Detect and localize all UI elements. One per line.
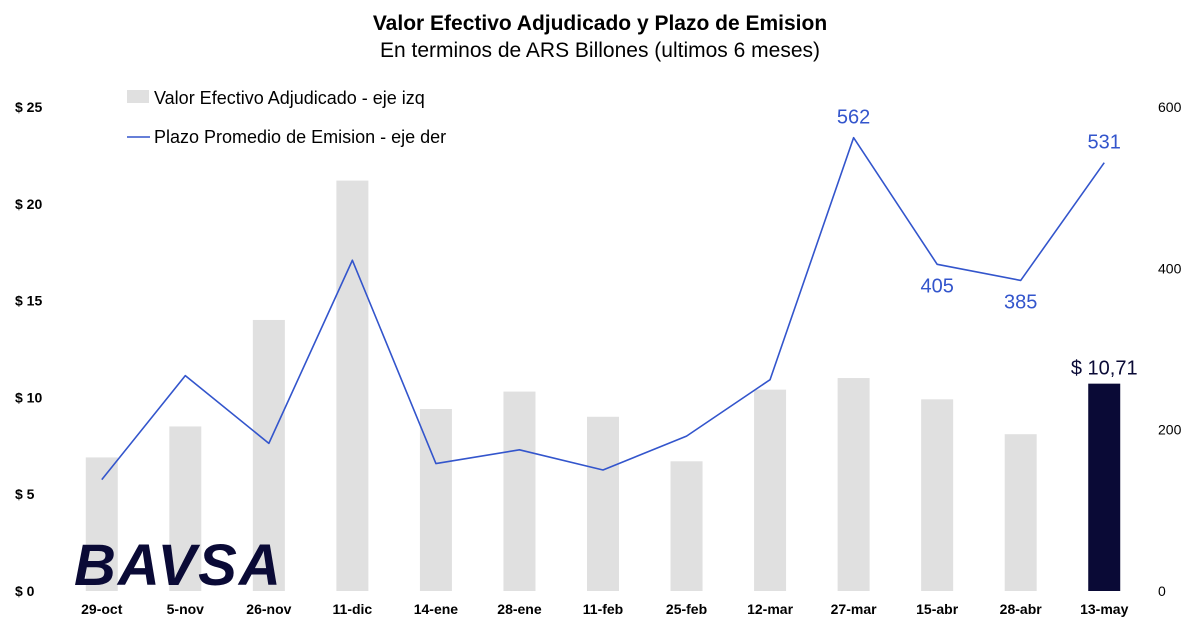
bar-15-abr	[921, 399, 954, 591]
data-labels: 562 405 385 531 $ 10,71	[837, 107, 1138, 380]
logo-text: BAVSA	[74, 533, 283, 598]
left-tick-label: $ 20	[15, 196, 42, 212]
bavsa-logo: BAVSA	[74, 533, 283, 598]
right-axis: 0 200 400 600	[1158, 99, 1182, 599]
x-axis: 29-oct 5-nov 26-nov 11-dic 14-ene 28-ene 11-fe…	[81, 601, 1128, 617]
bar-26-nov	[252, 319, 285, 591]
x-tick-label: 29-oct	[81, 601, 123, 617]
left-tick-label: $ 25	[15, 99, 42, 115]
bar-11-dic	[336, 180, 369, 591]
bar-28-ene	[503, 391, 536, 591]
line-plazo-promedio	[101, 136, 1105, 481]
right-tick-label: 200	[1158, 422, 1182, 438]
left-axis: $ 0 $ 5 $ 10 $ 15 $ 20 $ 25	[15, 99, 42, 599]
right-tick-label: 600	[1158, 99, 1182, 115]
bar-27-mar	[837, 378, 870, 591]
bar-13-may	[1088, 383, 1121, 591]
x-tick-label: 15-abr	[916, 601, 959, 617]
line-series	[101, 136, 1105, 481]
chart-subtitle: En terminos de ARS Billones (ultimos 6 m…	[380, 39, 820, 62]
x-tick-label: 27-mar	[831, 601, 877, 617]
x-tick-label: 26-nov	[246, 601, 291, 617]
x-tick-label: 28-ene	[497, 601, 542, 617]
bar-28-abr	[1004, 434, 1037, 591]
x-tick-label: 28-abr	[1000, 601, 1043, 617]
legend-line-label: Plazo Promedio de Emision - eje der	[154, 127, 446, 147]
bar-series	[85, 180, 1121, 591]
x-tick-label: 14-ene	[414, 601, 459, 617]
x-tick-label: 25-feb	[666, 601, 707, 617]
line-point-label: 531	[1088, 132, 1121, 154]
legend: Valor Efectivo Adjudicado - eje izq Plaz…	[127, 88, 446, 147]
x-tick-label: 12-mar	[747, 601, 793, 617]
chart-title: Valor Efectivo Adjudicado y Plazo de Emi…	[373, 12, 827, 35]
line-point-label: 405	[920, 275, 953, 297]
x-tick-label: 11-dic	[333, 601, 373, 617]
x-tick-label: 13-may	[1080, 601, 1128, 617]
right-tick-label: 400	[1158, 260, 1182, 276]
left-tick-label: $ 10	[15, 389, 42, 405]
bar-11-feb	[587, 416, 619, 591]
legend-bar-label: Valor Efectivo Adjudicado - eje izq	[154, 88, 425, 108]
bar-25-feb	[670, 461, 703, 591]
line-point-label: 562	[837, 107, 870, 129]
line-point-label: 385	[1004, 291, 1037, 313]
legend-bar-swatch	[127, 90, 149, 103]
left-tick-label: $ 0	[15, 583, 35, 599]
left-tick-label: $ 5	[15, 486, 35, 502]
bar-value-label: $ 10,71	[1071, 358, 1138, 380]
right-tick-label: 0	[1158, 583, 1166, 599]
left-tick-label: $ 15	[15, 293, 42, 309]
bar-5-nov	[169, 426, 202, 591]
x-tick-label: 5-nov	[167, 601, 205, 617]
x-tick-label: 11-feb	[583, 601, 623, 617]
bar-12-mar	[754, 389, 787, 591]
